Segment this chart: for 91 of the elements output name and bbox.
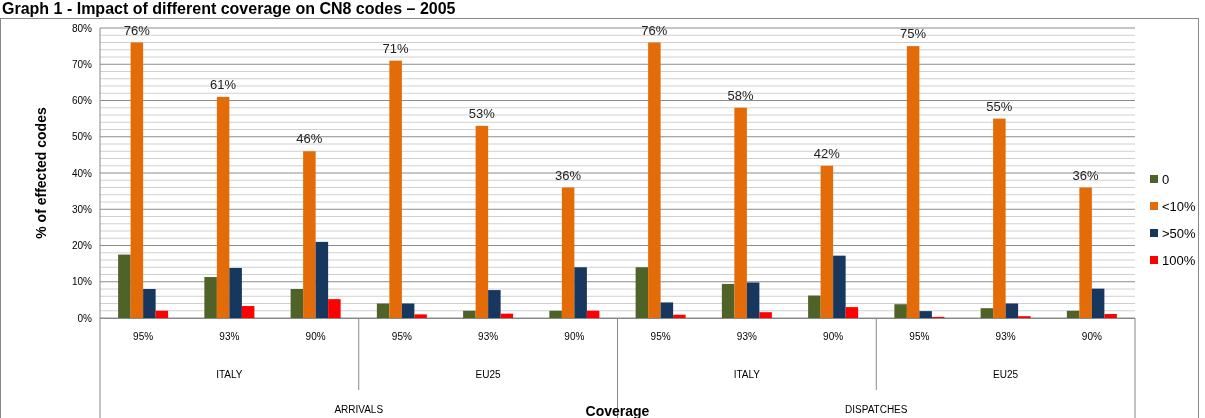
bar: [894, 304, 907, 318]
legend-label: 0: [1162, 171, 1170, 187]
x-tick-label: 93%: [478, 331, 499, 342]
bar: [376, 303, 390, 318]
data-label: 55%: [986, 98, 1013, 114]
bar: [475, 125, 489, 318]
legend-label: >50%: [1162, 225, 1197, 241]
bar: [118, 254, 131, 318]
data-label: 76%: [641, 22, 668, 38]
bar: [919, 311, 932, 318]
bar: [1079, 187, 1092, 318]
x-tick-label: 93%: [736, 331, 757, 342]
x-tick-label: 95%: [133, 331, 154, 342]
x-tick-label: 90%: [823, 331, 844, 342]
x-tick-label: 95%: [909, 331, 930, 342]
y-tick-label: 0%: [77, 312, 93, 324]
bar: [734, 107, 747, 318]
data-label: 42%: [813, 145, 841, 161]
bar: [820, 165, 834, 318]
bar: [721, 283, 735, 318]
data-label: 36%: [555, 167, 582, 183]
bar: [389, 60, 402, 318]
data-label: 61%: [210, 76, 237, 92]
x-tick-label: 90%: [1081, 331, 1102, 342]
text: EU25: [993, 369, 1019, 380]
data-label: 46%: [296, 131, 323, 147]
x-tick-label: 95%: [650, 331, 671, 342]
bar: [1005, 303, 1019, 318]
data-label: 36%: [1072, 167, 1100, 183]
bar: [648, 42, 661, 318]
bar: [746, 282, 760, 318]
bar: [759, 312, 772, 318]
y-tick-label: 20%: [71, 240, 93, 251]
bar: [303, 151, 316, 318]
bar: [660, 302, 674, 318]
bar: [1104, 314, 1117, 318]
text: ITALY: [733, 369, 761, 380]
x-tick-label: 93%: [995, 331, 1016, 342]
chart-title: Graph 1 - Impact of different coverage on CN8 codes – 2005: [2, 0, 456, 17]
bar: [808, 295, 821, 318]
y-tick-label: 40%: [71, 167, 93, 179]
bar: [143, 289, 156, 318]
text: EU25: [475, 369, 502, 380]
bar: [414, 314, 427, 318]
text: ITALY: [216, 369, 243, 380]
bar: [635, 267, 649, 318]
bar: [673, 314, 686, 318]
y-tick-label: 60%: [71, 95, 93, 106]
bar: [229, 267, 242, 318]
data-label: 71%: [382, 40, 410, 56]
bar: [204, 277, 217, 318]
y-tick-label: 80%: [71, 22, 93, 34]
bar: [980, 308, 994, 318]
bar: [401, 303, 415, 318]
bar: [290, 289, 304, 318]
bar: [549, 310, 562, 318]
legend-label: 100%: [1162, 252, 1196, 268]
text: DISPATCHES: [845, 404, 908, 415]
data-label: 76%: [123, 22, 151, 38]
bar: [561, 187, 575, 318]
bar: [315, 241, 329, 318]
bar: [488, 290, 501, 318]
bar: [906, 46, 920, 318]
bar: [1091, 288, 1105, 318]
bar: [833, 255, 846, 318]
bar: [241, 306, 255, 318]
text: ARRIVALS: [334, 404, 384, 415]
x-tick-label: 93%: [219, 331, 240, 342]
bar: [845, 307, 859, 318]
legend-label: <10%: [1162, 198, 1197, 214]
y-axis-title: % of effected codes: [33, 107, 49, 239]
bar: [216, 96, 230, 318]
data-label: 58%: [727, 87, 755, 103]
bar: [586, 310, 600, 318]
y-tick-label: 50%: [71, 131, 93, 143]
bar: [574, 267, 587, 318]
bar: [155, 310, 169, 318]
bar: [130, 42, 144, 318]
x-tick-label: 90%: [305, 331, 326, 342]
bar: [463, 310, 476, 318]
x-axis-title: Coverage: [585, 403, 650, 418]
bar: [993, 118, 1006, 318]
x-tick-label: 95%: [391, 331, 412, 342]
data-label: 75%: [900, 26, 927, 42]
x-tick-label: 90%: [564, 331, 585, 342]
bar: [1066, 310, 1080, 318]
data-label: 53%: [468, 105, 496, 121]
y-tick-label: 30%: [71, 203, 93, 215]
bar: [328, 299, 341, 318]
y-tick-label: 70%: [71, 58, 93, 70]
y-tick-label: 10%: [71, 276, 93, 288]
